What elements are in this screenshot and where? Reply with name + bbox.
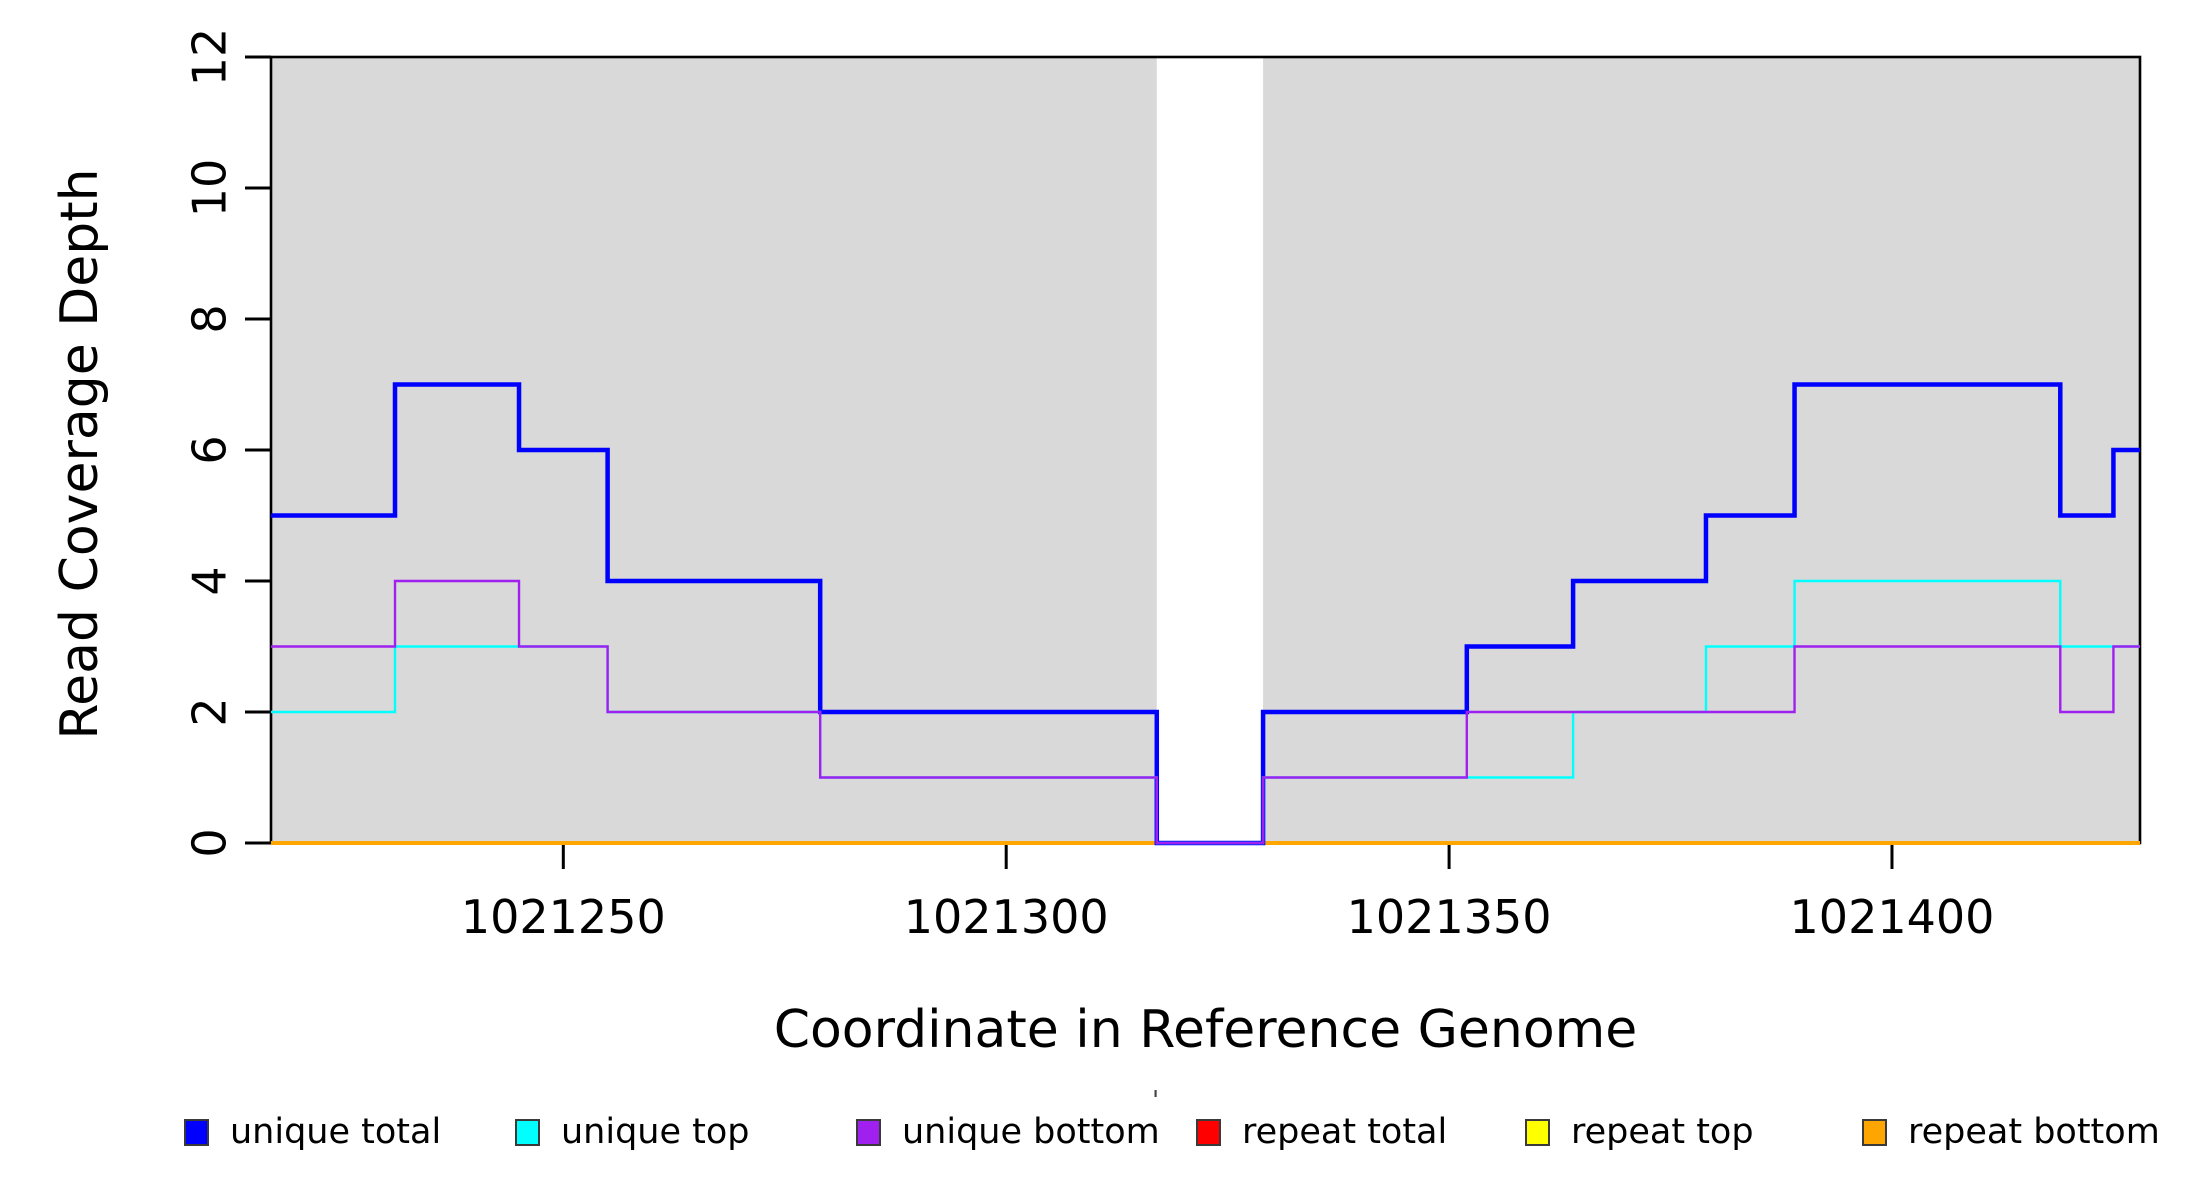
x-tick-label: 1021400 bbox=[1790, 890, 1995, 944]
legend-item-repeat-total: repeat total bbox=[1196, 1112, 1447, 1152]
legend-item-unique-top: unique top bbox=[515, 1112, 750, 1152]
legend-item-repeat-top: repeat top bbox=[1525, 1112, 1754, 1152]
legend-label: repeat bottom bbox=[1908, 1112, 2160, 1152]
legend-label: repeat top bbox=[1571, 1112, 1754, 1152]
legend-swatch bbox=[856, 1118, 881, 1146]
series-unique-bottom bbox=[271, 579, 2140, 845]
x-axis-label: Coordinate in Reference Genome bbox=[773, 1000, 1638, 1060]
y-tick-label: 0 bbox=[183, 828, 237, 857]
legend-item-unique-total: unique total bbox=[184, 1112, 441, 1152]
x-tick-label: 1021250 bbox=[461, 890, 666, 944]
legend-swatch bbox=[1196, 1118, 1221, 1146]
legend-label: unique bottom bbox=[902, 1112, 1160, 1152]
legend-label: repeat total bbox=[1242, 1112, 1448, 1152]
shaded-region bbox=[1263, 57, 2140, 843]
legend-label: unique top bbox=[561, 1112, 750, 1152]
legend-swatch bbox=[184, 1118, 209, 1146]
legend-swatch bbox=[1862, 1118, 1887, 1146]
x-tick-label: 1021350 bbox=[1347, 890, 1552, 944]
y-tick-label: 12 bbox=[183, 28, 237, 87]
legend-label: unique total bbox=[230, 1112, 442, 1152]
shaded-region bbox=[271, 57, 1157, 843]
legend-swatch bbox=[515, 1118, 540, 1146]
y-tick-label: 10 bbox=[183, 159, 237, 218]
series-unique-total bbox=[271, 382, 2140, 846]
y-tick-label: 8 bbox=[183, 304, 237, 333]
stray-mark: ' bbox=[1152, 1086, 1160, 1116]
y-axis-label: Read Coverage Depth bbox=[50, 168, 110, 740]
legend-item-repeat-bottom: repeat bottom bbox=[1862, 1112, 2160, 1152]
x-tick-label: 1021300 bbox=[904, 890, 1109, 944]
y-tick-label: 2 bbox=[183, 697, 237, 726]
legend-item-unique-bottom: unique bottom bbox=[856, 1112, 1160, 1152]
y-tick-label: 6 bbox=[183, 435, 237, 464]
legend-swatch bbox=[1525, 1118, 1550, 1146]
y-tick-label: 4 bbox=[183, 566, 237, 595]
